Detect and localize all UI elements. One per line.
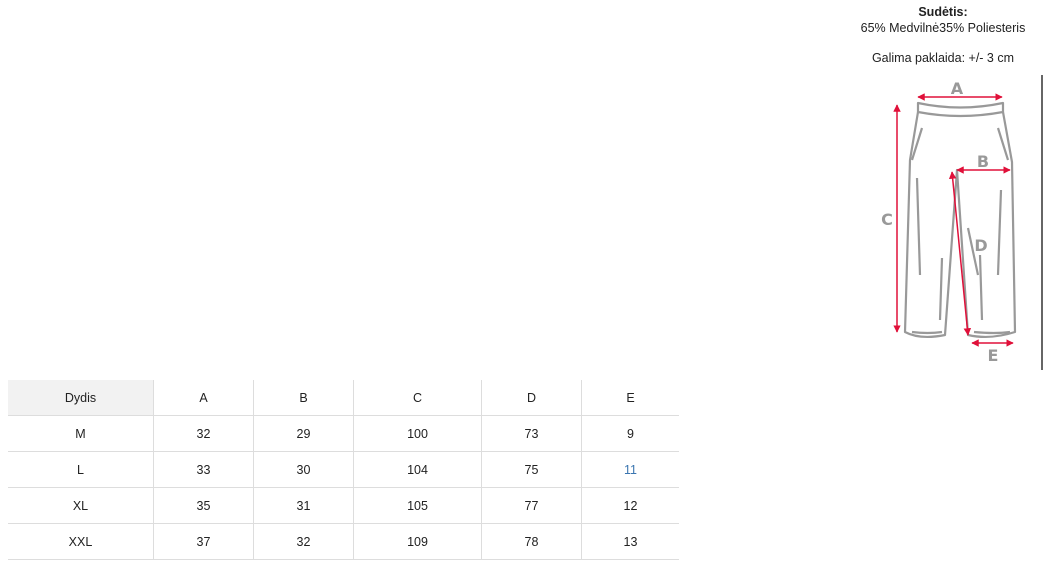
pants-size-diagram: A B C D E [881,75,1043,370]
cell: XL [8,487,154,524]
cell: 12 [581,487,679,524]
cell: 35 [153,487,254,524]
cell: 105 [353,487,482,524]
header-d: D [481,380,582,416]
pants-outline [903,101,1017,339]
header-b: B [253,380,354,416]
header-a: A [153,380,254,416]
cell: 77 [481,487,582,524]
arrow-d [948,171,972,336]
cell: 31 [253,487,354,524]
label-e: E [988,346,999,365]
cell: 78 [481,523,582,560]
size-table: Dydis A B C D E M 32 29 100 73 9 L 33 30 104 75 11… [8,380,679,560]
header-c: C [353,380,482,416]
table-row: XXL 37 32 109 78 13 [8,523,679,560]
tolerance-text: Galima paklaida: +/- 3 cm [871,51,1015,65]
table-row: XL 35 31 105 77 12 [8,487,679,524]
cell: M [8,415,154,452]
composition-value: 65% Medvilnė35% Poliesteris [860,21,1026,35]
table-row: L 33 30 104 75 11 [8,451,679,488]
cell: 33 [153,451,254,488]
cell: L [8,451,154,488]
cell-highlighted: 11 [581,451,679,488]
header-size: Dydis [8,380,154,416]
label-b: B [977,152,989,171]
label-a: A [951,79,964,98]
cell: 73 [481,415,582,452]
table-row: M 32 29 100 73 9 [8,415,679,452]
table-header-row: Dydis A B C D E [8,380,679,416]
header-e: E [581,380,679,416]
cell: 32 [253,523,354,560]
cell: 29 [253,415,354,452]
composition-label: Sudėtis: [918,5,968,19]
cell: 9 [581,415,679,452]
label-d: D [974,236,987,255]
cell: 32 [153,415,254,452]
cell: 104 [353,451,482,488]
cell: 100 [353,415,482,452]
cell: XXL [8,523,154,560]
label-c: C [881,210,893,229]
cell: 13 [581,523,679,560]
cell: 109 [353,523,482,560]
cell: 75 [481,451,582,488]
cell: 30 [253,451,354,488]
cell: 37 [153,523,254,560]
product-info: Sudėtis: 65% Medvilnė35% Poliesteris Gal… [843,4,1043,66]
